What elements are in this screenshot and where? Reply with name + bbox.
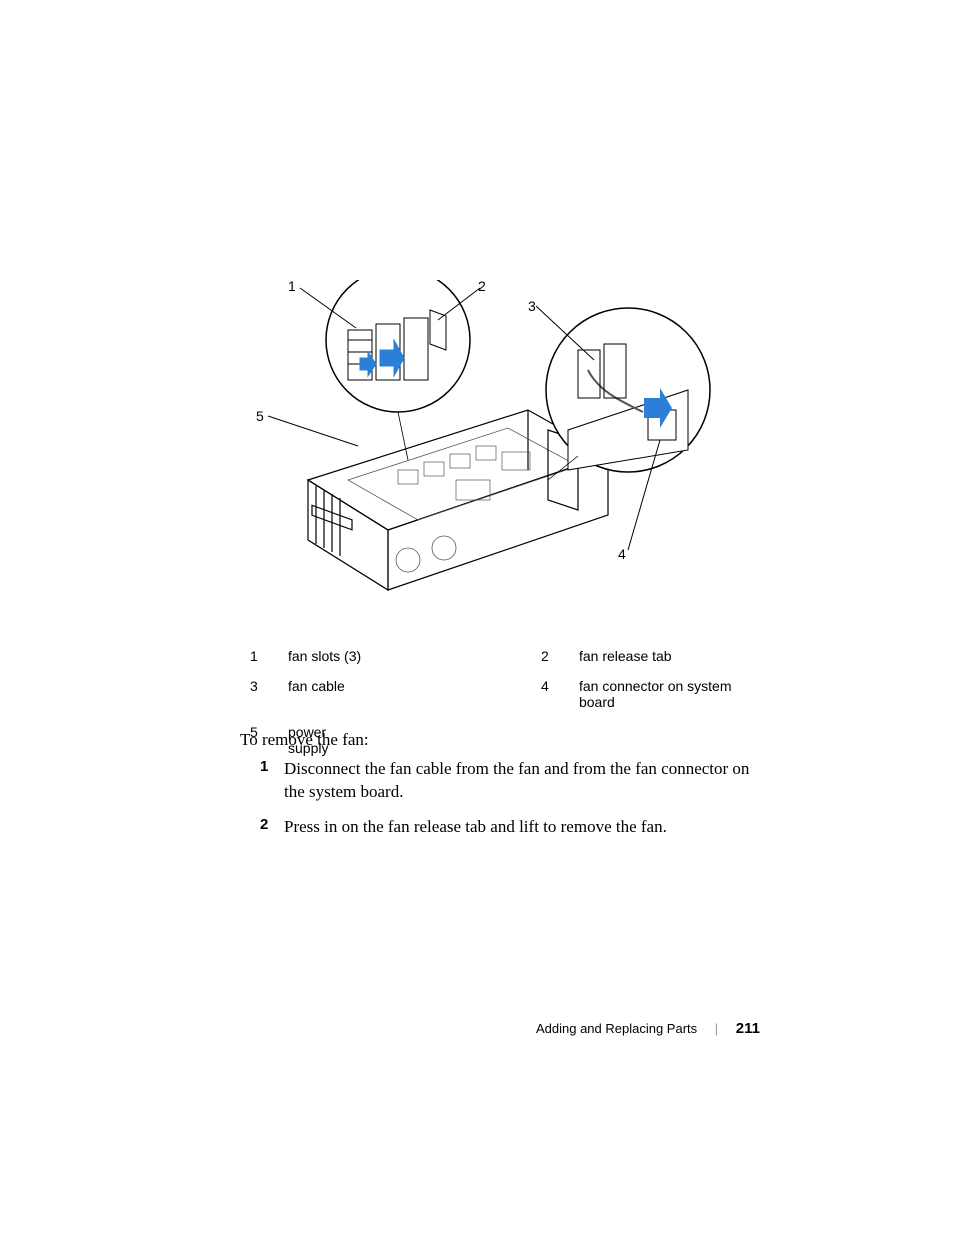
legend-num: 2: [541, 642, 571, 670]
diagram: 1 2 3 4 5: [248, 280, 788, 610]
step-number: 1: [260, 758, 284, 804]
footer-page-number: 211: [736, 1020, 760, 1037]
legend-row: 1 fan slots (3) 2 fan release tab: [250, 642, 754, 670]
legend-label: [573, 718, 754, 762]
legend-num: 3: [250, 672, 280, 716]
legend-num: 4: [541, 672, 571, 716]
legend-label: fan release tab: [573, 642, 754, 670]
callout-2: 2: [478, 278, 486, 294]
callout-1: 1: [288, 278, 296, 294]
step-text: Press in on the fan release tab and lift…: [284, 816, 667, 839]
legend-num: 1: [250, 642, 280, 670]
step-text: Disconnect the fan cable from the fan an…: [284, 758, 750, 804]
fan-removal-diagram: [248, 280, 788, 610]
legend-num: [541, 718, 571, 762]
intro-text: To remove the fan:: [240, 730, 369, 750]
footer-section: Adding and Replacing Parts: [536, 1021, 697, 1036]
step-number: 2: [260, 816, 284, 839]
legend-label: fan connector on system board: [573, 672, 754, 716]
callout-5: 5: [256, 408, 264, 424]
legend-label: fan cable: [282, 672, 365, 716]
legend-row: 3 fan cable 4 fan connector on system bo…: [250, 672, 754, 716]
callout-3: 3: [528, 298, 536, 314]
page: 1 2 3 4 5 1 fan slots (3) 2 fan release …: [0, 0, 954, 1235]
step-item: 2 Press in on the fan release tab and li…: [260, 816, 750, 839]
steps-list: 1 Disconnect the fan cable from the fan …: [260, 758, 750, 851]
legend-label: fan slots (3): [282, 642, 365, 670]
page-footer: Adding and Replacing Parts | 211: [0, 1020, 760, 1037]
callout-4: 4: [618, 546, 626, 562]
footer-separator: |: [715, 1021, 718, 1036]
step-item: 1 Disconnect the fan cable from the fan …: [260, 758, 750, 804]
